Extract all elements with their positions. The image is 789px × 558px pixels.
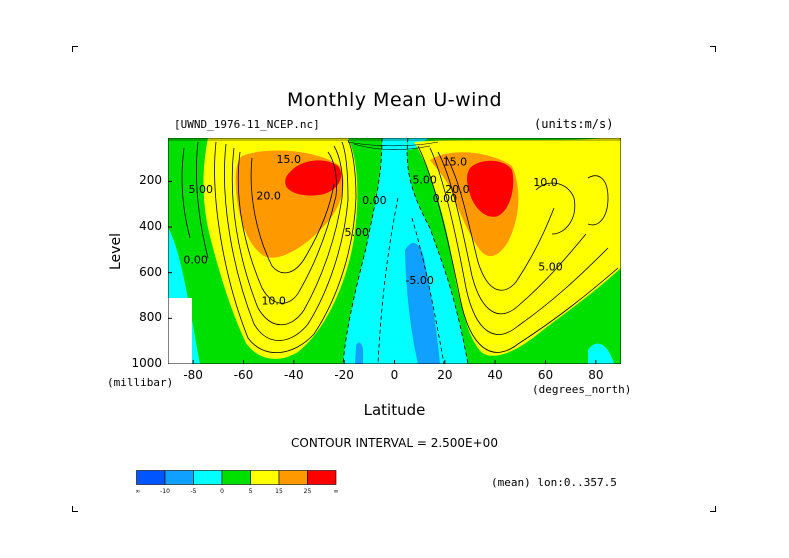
band-red-south-jet [285, 160, 342, 196]
y-tick-label: 600 [139, 264, 162, 279]
contour-label: 0.00 [433, 192, 458, 205]
chart-title: Monthly Mean U-wind [286, 89, 503, 111]
contour-label: 5.00 [538, 260, 563, 273]
colorbar-box [221, 470, 251, 485]
colorbar-label: 15 [275, 488, 283, 495]
contour-label: 15.0 [277, 153, 302, 166]
colorbar-label: 0 [220, 488, 224, 495]
contour-lines [181, 139, 619, 353]
contour-label: 10.0 [533, 176, 558, 189]
colorbar-label: ∞ [334, 488, 339, 495]
contour-label: 0.00 [362, 194, 387, 207]
colorbar-box [193, 470, 223, 485]
colorbar-label: 25 [304, 488, 312, 495]
y-tick-label: 1000 [131, 356, 162, 370]
colorbar-label: -5 [191, 488, 197, 495]
contour-lines-negative [342, 138, 469, 364]
contour-label: 0.00 [183, 254, 208, 267]
contour-plot: 15.05.0020.00.0010.05.000.00-5.005.000.0… [168, 138, 621, 364]
colorbar-boxes [136, 470, 337, 485]
corner-mark-top-left [72, 46, 78, 52]
y-axis-unit: (millibar) [107, 376, 174, 389]
band-blue-tropics [405, 243, 440, 364]
top-contour-cluster [168, 139, 621, 150]
mean-info-text: (mean) lon:0..357.5 [491, 476, 617, 489]
y-tick-label: 800 [139, 310, 162, 325]
colorbar-box [278, 470, 308, 485]
x-axis-label: Latitude [363, 401, 426, 419]
contour-label: -5.00 [405, 274, 433, 287]
y-tick-label: 400 [139, 219, 162, 234]
x-tick-label: 60 [537, 368, 554, 382]
x-tick-label: -60 [233, 368, 254, 382]
contour-label: 5.00 [412, 174, 437, 187]
contour-labels: 15.05.0020.00.0010.05.000.00-5.005.000.0… [183, 153, 562, 308]
y-tick-label: 200 [139, 173, 162, 188]
contour-label: 20.0 [256, 190, 281, 203]
colorbar-label: -10 [160, 488, 170, 495]
axis-tick-marks [168, 180, 597, 364]
x-tick-label: 0 [390, 368, 399, 382]
corner-mark-bottom-left [72, 506, 78, 512]
dataset-label: [UWND_1976-11_NCEP.nc] [174, 118, 320, 131]
colorbar-box [164, 470, 194, 485]
colorbar-box [250, 470, 280, 485]
contour-label: 20.0 [445, 183, 470, 196]
y-axis-label: Level [108, 233, 124, 270]
colorbar-label: 5 [249, 488, 253, 495]
contour-label: 10.0 [261, 295, 286, 308]
band-red-north-jet [467, 160, 514, 217]
contour-label: 15.0 [443, 155, 468, 168]
colorbar-label: -∞ [136, 488, 140, 495]
x-tick-label: 40 [487, 368, 503, 382]
colorbar-box [307, 470, 337, 485]
colorbar: -∞ -10 -5 0 5 15 25 ∞ [136, 470, 339, 495]
x-tick-label: -20 [334, 368, 354, 382]
contour-label: 5.00 [345, 226, 370, 239]
x-tick-label: -40 [284, 368, 304, 382]
units-label: (units:m/s) [534, 117, 614, 131]
band-blue-small [355, 342, 363, 364]
corner-mark-bottom-right [710, 506, 716, 512]
x-tick-label: 80 [588, 368, 604, 382]
contour-label: 5.00 [188, 183, 213, 196]
x-tick-label: -80 [183, 368, 203, 382]
colorbar-box [136, 470, 166, 485]
contour-interval-text: CONTOUR INTERVAL = 2.500E+00 [291, 436, 498, 450]
corner-mark-top-right [710, 46, 716, 52]
masked-region-2 [168, 328, 174, 354]
x-axis-unit: (degrees_north) [532, 383, 632, 396]
colorbar-labels: -∞ -10 -5 0 5 15 25 ∞ [136, 488, 339, 495]
band-cyan-north-pole [588, 343, 614, 364]
x-tick-label: 20 [437, 368, 453, 382]
